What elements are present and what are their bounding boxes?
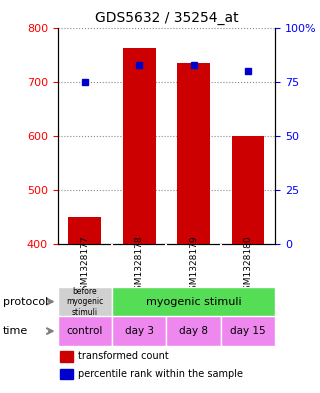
FancyBboxPatch shape — [112, 316, 166, 346]
Text: transformed count: transformed count — [77, 351, 168, 362]
Bar — [123, 48, 156, 244]
Bar — [60, 351, 73, 362]
Text: control: control — [67, 326, 103, 336]
FancyBboxPatch shape — [221, 316, 275, 346]
Text: GSM1328178: GSM1328178 — [135, 235, 144, 296]
Text: time: time — [3, 326, 28, 336]
FancyBboxPatch shape — [166, 316, 221, 346]
FancyBboxPatch shape — [58, 287, 112, 316]
Text: protocol: protocol — [3, 297, 48, 307]
Text: day 15: day 15 — [230, 326, 266, 336]
Bar — [232, 136, 264, 244]
FancyBboxPatch shape — [58, 316, 112, 346]
Text: day 3: day 3 — [125, 326, 154, 336]
Bar — [177, 62, 210, 244]
Text: day 8: day 8 — [179, 326, 208, 336]
Text: before
myogenic
stimuli: before myogenic stimuli — [66, 287, 103, 316]
Text: GSM1328179: GSM1328179 — [189, 235, 198, 296]
Text: GSM1328180: GSM1328180 — [244, 235, 252, 296]
Text: percentile rank within the sample: percentile rank within the sample — [77, 369, 243, 379]
FancyBboxPatch shape — [112, 287, 275, 316]
Text: GSM1328177: GSM1328177 — [80, 235, 89, 296]
Bar — [68, 217, 101, 244]
Text: myogenic stimuli: myogenic stimuli — [146, 297, 241, 307]
Title: GDS5632 / 35254_at: GDS5632 / 35254_at — [95, 11, 238, 25]
Bar — [60, 369, 73, 380]
